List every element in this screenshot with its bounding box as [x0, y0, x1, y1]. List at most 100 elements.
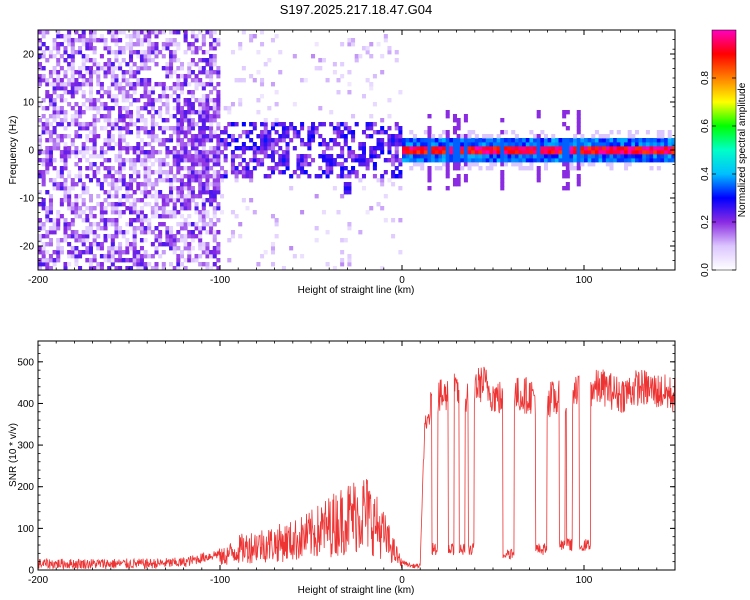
heatmap-cell [154, 246, 159, 251]
heatmap-cell [190, 34, 195, 39]
heatmap-cell [321, 154, 326, 159]
heatmap-cell [143, 106, 148, 111]
heatmap-cell [121, 162, 126, 167]
heatmap-cell [452, 118, 457, 123]
heatmap-cell [340, 134, 345, 139]
heatmap-cell [179, 226, 184, 231]
heatmap-cell [132, 74, 137, 79]
heatmap-cell [198, 230, 203, 235]
heatmap-cell [540, 154, 545, 159]
heatmap-cell [205, 162, 210, 167]
heatmap-cell [172, 202, 177, 207]
heatmap-cell [336, 126, 341, 131]
heatmap-cell [565, 170, 570, 175]
heatmap-cell [216, 142, 221, 147]
heatmap-cell [270, 170, 275, 175]
heatmap-cell [88, 166, 93, 171]
heatmap-cell [88, 194, 93, 199]
heatmap-cell [343, 186, 348, 191]
heatmap-cell [252, 142, 257, 147]
heatmap-cell [303, 78, 308, 83]
heatmap-cell [158, 138, 163, 143]
heatmap-cell [103, 166, 108, 171]
heatmap-cell [139, 262, 144, 267]
heatmap-cell [165, 194, 170, 199]
heatmap-cell [274, 142, 279, 147]
heatmap-cell [129, 122, 134, 127]
heatmap-cell [387, 114, 392, 119]
heatmap-cell [48, 122, 53, 127]
heatmap-cell [347, 146, 352, 151]
heatmap-cell [212, 222, 217, 227]
heatmap-cell [562, 110, 567, 115]
heatmap-cell [245, 146, 250, 151]
heatmap-cell [52, 186, 57, 191]
heatmap-cell [59, 166, 64, 171]
heatmap-cell [67, 102, 72, 107]
heatmap-cell [372, 166, 377, 171]
heatmap-cell [70, 254, 75, 259]
heatmap-cell [482, 150, 487, 155]
heatmap-cell [252, 146, 257, 151]
heatmap-cell [402, 150, 407, 155]
heatmap-cell [56, 222, 61, 227]
heatmap-cell [241, 198, 246, 203]
heatmap-cell [573, 138, 578, 143]
heatmap-cell [474, 158, 479, 163]
heatmap-cell [256, 134, 261, 139]
heatmap-cell [132, 30, 137, 35]
heatmap-cell [307, 138, 312, 143]
heatmap-cell [107, 130, 112, 135]
heatmap-cell [616, 150, 621, 155]
heatmap-cell [489, 166, 494, 171]
heatmap-cell [169, 178, 174, 183]
heatmap-cell [114, 78, 119, 83]
heatmap-cell [205, 82, 210, 87]
heatmap-cell [103, 42, 108, 47]
heatmap-cell [602, 146, 607, 151]
heatmap-cell [540, 130, 545, 135]
heatmap-cell [96, 166, 101, 171]
heatmap-cell [285, 130, 290, 135]
heatmap-cell [569, 158, 574, 163]
heatmap-cell [176, 142, 181, 147]
heatmap-cell [209, 90, 214, 95]
heatmap-cell [85, 70, 90, 75]
heatmap-cell [161, 86, 166, 91]
heatmap-cell [209, 194, 214, 199]
heatmap-cell [347, 90, 352, 95]
heatmap-cell [154, 202, 159, 207]
heatmap-cell [194, 134, 199, 139]
heatmap-cell [452, 178, 457, 183]
heatmap-cell [114, 98, 119, 103]
heatmap-cell [365, 158, 370, 163]
heatmap-cell [78, 234, 83, 239]
heatmap-cell [103, 218, 108, 223]
heatmap-cell [398, 90, 403, 95]
heatmap-cell [500, 130, 505, 135]
heatmap-cell [52, 218, 57, 223]
heatmap-cell [125, 122, 130, 127]
heatmap-cell [343, 190, 348, 195]
heatmap-cell [143, 38, 148, 43]
heatmap-cell [318, 134, 323, 139]
heatmap-cell [245, 174, 250, 179]
heatmap-cell [205, 158, 210, 163]
heatmap-cell [114, 126, 119, 131]
heatmap-cell [129, 34, 134, 39]
heatmap-cell [580, 154, 585, 159]
heatmap-cell [56, 242, 61, 247]
heatmap-cell [620, 154, 625, 159]
heatmap-cell [300, 154, 305, 159]
heatmap-cell [442, 130, 447, 135]
heatmap-cell [194, 234, 199, 239]
heatmap-cell [118, 46, 123, 51]
heatmap-cell [351, 114, 356, 119]
heatmap-cell [238, 154, 243, 159]
heatmap-cell [201, 250, 206, 255]
heatmap-cell [205, 102, 210, 107]
heatmap-cell [343, 174, 348, 179]
heatmap-cell [427, 150, 432, 155]
heatmap-cell [172, 82, 177, 87]
heatmap-cell [121, 202, 126, 207]
